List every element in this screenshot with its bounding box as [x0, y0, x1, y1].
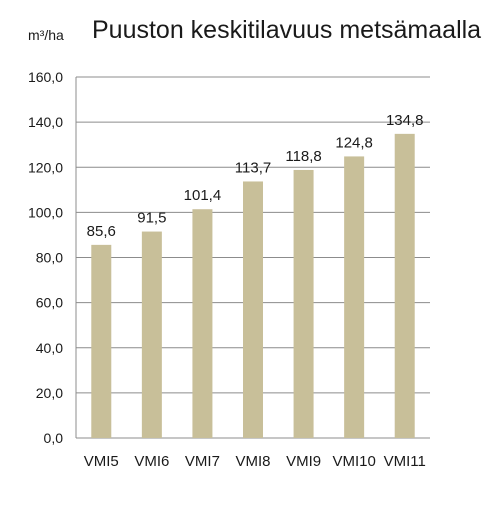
bar-vmi6 — [141, 231, 162, 438]
data-label: 118,8 — [285, 148, 321, 165]
y-axis-unit-label: m³/ha — [28, 27, 64, 43]
x-category-label: VMI8 — [235, 453, 270, 470]
bar-vmi7 — [192, 209, 213, 438]
bars — [91, 133, 415, 439]
y-tick-label: 40,0 — [36, 340, 63, 356]
bar-vmi11 — [394, 133, 415, 439]
x-axis-category-labels: VMI5 VMI6 VMI7 VMI8 VMI9 VMI10 VMI11 — [84, 453, 426, 470]
x-category-label: VMI6 — [134, 453, 169, 470]
bar-vmi10 — [344, 156, 365, 439]
y-tick-label: 0,0 — [44, 430, 64, 446]
y-tick-label: 20,0 — [36, 385, 63, 401]
data-labels: 85,6 91,5 101,4 113,7 118,8 124,8 134,8 — [87, 112, 424, 240]
y-tick-label: 100,0 — [28, 204, 63, 220]
chart-title: Puuston keskitilavuus metsämaalla — [92, 16, 481, 44]
bar-vmi8 — [243, 181, 263, 439]
y-tick-label: 80,0 — [36, 250, 63, 266]
data-label: 124,8 — [335, 134, 373, 151]
bar-vmi5 — [91, 244, 112, 438]
y-tick-label: 140,0 — [28, 114, 63, 130]
x-category-label: VMI10 — [332, 453, 375, 470]
y-axis-tick-labels: 0,0 20,0 40,0 60,0 80,0 100,0 120,0 140,0 160,0 — [28, 69, 63, 446]
y-tick-label: 120,0 — [28, 159, 63, 175]
y-tick-label: 60,0 — [36, 295, 63, 311]
data-label: 101,4 — [184, 187, 222, 204]
y-tick-label: 160,0 — [28, 69, 63, 85]
x-category-label: VMI11 — [384, 453, 426, 470]
x-category-label: VMI7 — [185, 453, 220, 470]
data-label: 91,5 — [137, 210, 166, 227]
data-label: 85,6 — [87, 223, 116, 240]
x-category-label: VMI9 — [286, 453, 321, 470]
x-category-label: VMI5 — [84, 453, 119, 470]
data-label: 113,7 — [235, 159, 271, 176]
data-label: 134,8 — [386, 112, 424, 129]
bar-vmi9 — [293, 169, 314, 438]
